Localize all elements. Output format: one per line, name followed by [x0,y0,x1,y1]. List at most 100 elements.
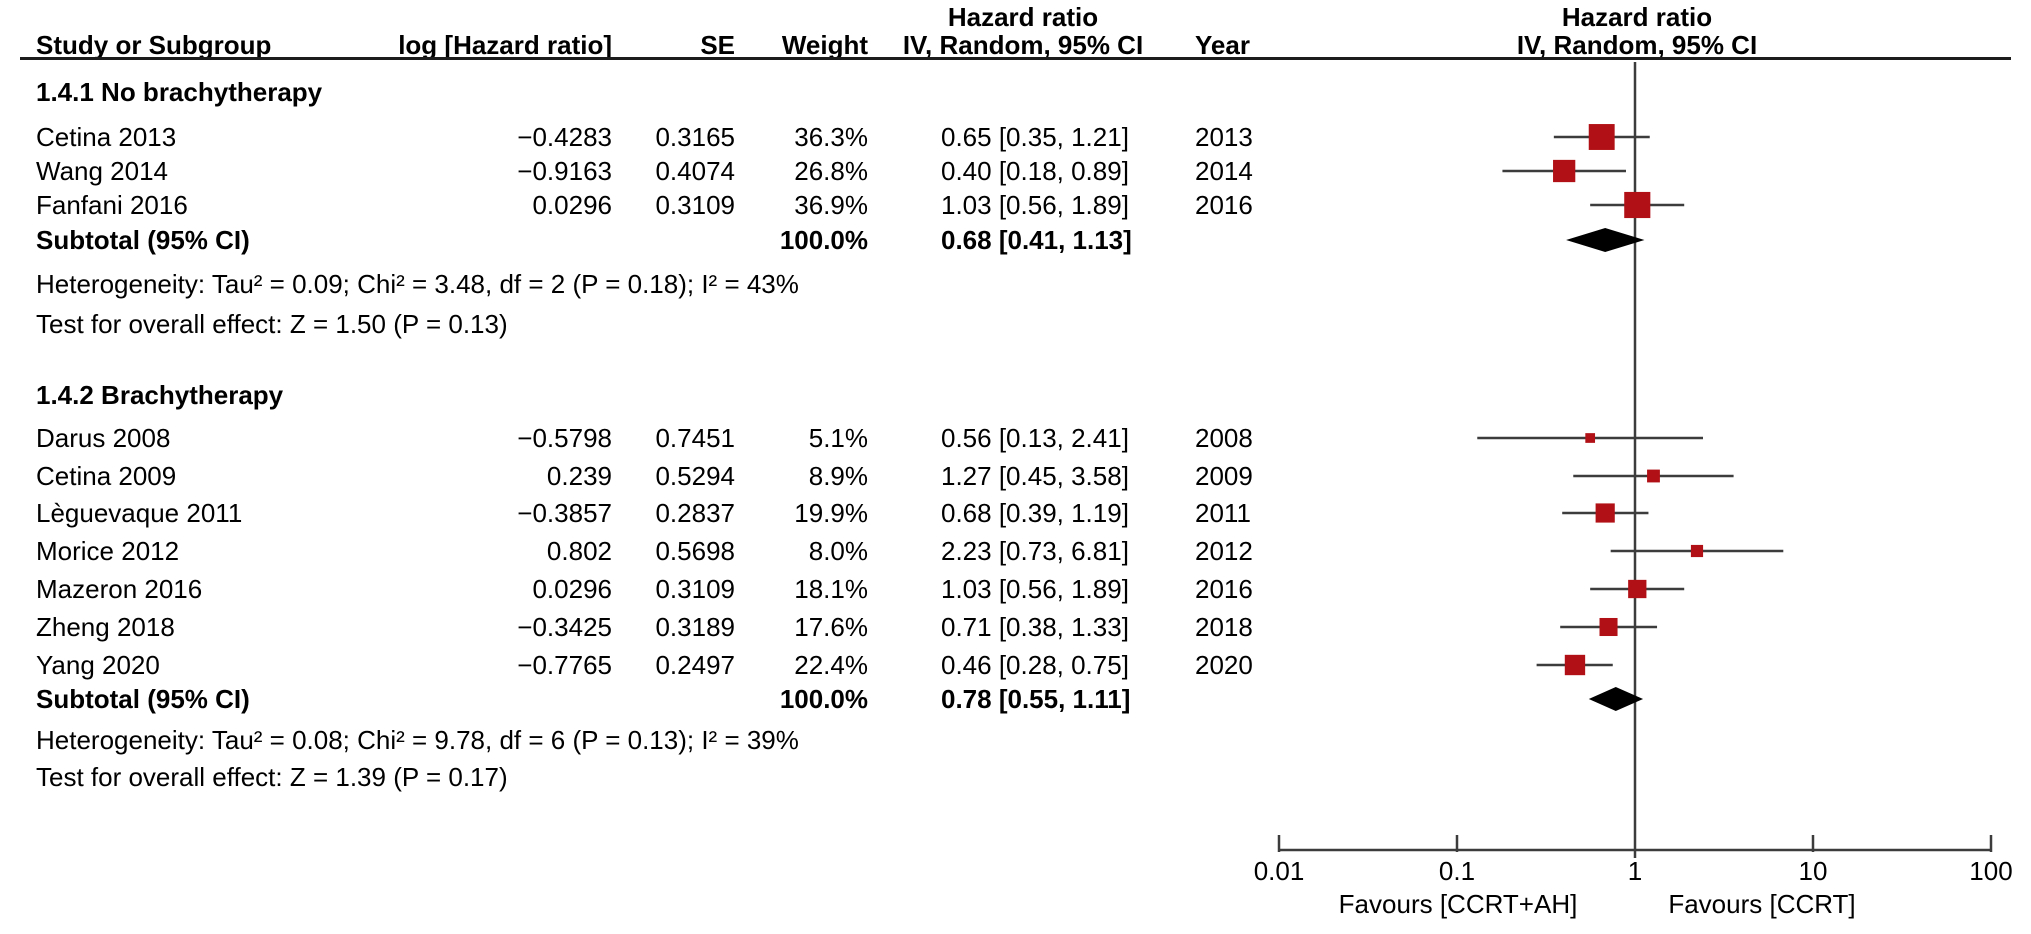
year-cell: 2008 [1195,423,1253,453]
axis-tick-label: 0.01 [1253,856,1305,886]
weight-cell: 8.0% [808,536,868,566]
weight-cell: 18.1% [794,574,868,604]
log-hazard-ratio-cell: −0.3425 [517,612,612,642]
log-hazard-ratio-cell: 0.0296 [532,574,612,604]
subgroup-title: 1.4.2 Brachytherapy [0,378,2031,412]
study-row: Darus 2008 −0.5798 0.7451 5.1% 0.56 [0.1… [0,421,2031,455]
log-hazard-ratio-cell: −0.9163 [517,156,612,186]
study-name-cell: Zheng 2018 [36,612,175,642]
year-cell: 2014 [1195,156,1253,186]
hazard-ratio-ci-cell: 1.03 [0.56, 1.89] [941,190,1129,220]
hazard-ratio-ci-cell: 1.03 [0.56, 1.89] [941,574,1129,604]
se-cell: 0.4074 [655,156,735,186]
weight-cell: 17.6% [794,612,868,642]
se-cell: 0.5698 [655,536,735,566]
heterogeneity-line: Heterogeneity: Tau² = 0.09; Chi² = 3.48,… [0,267,2031,301]
hazard-ratio-ci-cell: 0.40 [0.18, 0.89] [941,156,1129,186]
subtotal-label: Subtotal (95% CI) [36,225,250,255]
hazard-ratio-ci-cell: 0.71 [0.38, 1.33] [941,612,1129,642]
log-hazard-ratio-cell: −0.5798 [517,423,612,453]
hazard-ratio-ci-cell: 0.65 [0.35, 1.21] [941,122,1129,152]
log-hazard-ratio-cell: −0.3857 [517,498,612,528]
overall-effect-text: Test for overall effect: Z = 1.50 (P = 0… [36,309,508,339]
se-cell: 0.3189 [655,612,735,642]
hazard-ratio-ci-cell: 2.23 [0.73, 6.81] [941,536,1129,566]
subtotal-label: Subtotal (95% CI) [36,684,250,714]
overall-effect-line: Test for overall effect: Z = 1.50 (P = 0… [0,307,2031,341]
study-row: Lèguevaque 2011 −0.3857 0.2837 19.9% 0.6… [0,496,2031,530]
column-header-se: SE [700,30,735,60]
study-name-cell: Wang 2014 [36,156,169,186]
study-row: Mazeron 2016 0.0296 0.3109 18.1% 1.03 [0… [0,572,2031,606]
year-cell: 2012 [1195,536,1253,566]
hazard-ratio-ci-cell: 1.27 [0.45, 3.58] [941,461,1129,491]
column-header-iv-random: IV, Random, 95% CI [902,30,1144,60]
weight-cell: 19.9% [794,498,868,528]
column-header-hazard-ratio: Hazard ratio [947,2,1099,32]
study-name-cell: Darus 2008 [36,423,171,453]
column-header-year: Year [1195,30,1250,60]
favours-right-label: Favours [CCRT] [1668,889,1856,919]
subgroup-title-label: 1.4.1 No brachytherapy [36,77,323,107]
study-name-cell: Morice 2012 [36,536,180,566]
axis-tick-label: 10 [1798,856,1828,886]
subtotal-weight: 100.0% [779,684,868,714]
heterogeneity-text: Heterogeneity: Tau² = 0.08; Chi² = 9.78,… [36,725,799,755]
se-cell: 0.7451 [655,423,735,453]
se-cell: 0.3165 [655,122,735,152]
subtotal-ci: 0.68 [0.41, 1.13] [941,225,1132,255]
study-name-cell: Fanfani 2016 [36,190,188,220]
study-name-cell: Cetina 2013 [36,122,177,152]
weight-cell: 5.1% [808,423,868,453]
study-row: Fanfani 2016 0.0296 0.3109 36.9% 1.03 [0… [0,188,2031,222]
subtotal-row: Subtotal (95% CI) 100.0% 0.78 [0.55, 1.1… [0,682,2031,716]
favours-left-label: Favours [CCRT+AH] [1338,889,1578,919]
subgroup-title-label: 1.4.2 Brachytherapy [36,380,284,410]
weight-cell: 26.8% [794,156,868,186]
weight-cell: 22.4% [794,650,868,680]
study-row: Wang 2014 −0.9163 0.4074 26.8% 0.40 [0.1… [0,154,2031,188]
overall-effect-text: Test for overall effect: Z = 1.39 (P = 0… [36,762,508,792]
weight-cell: 8.9% [808,461,868,491]
heterogeneity-text: Heterogeneity: Tau² = 0.09; Chi² = 3.48,… [36,269,799,299]
weight-cell: 36.3% [794,122,868,152]
year-cell: 2013 [1195,122,1253,152]
axis-tick-label: 100 [1969,856,2013,886]
study-name-cell: Mazeron 2016 [36,574,203,604]
subtotal-row: Subtotal (95% CI) 100.0% 0.68 [0.41, 1.1… [0,223,2031,257]
header-row-1: Hazard ratio Hazard ratio [0,2,2031,32]
study-row: Cetina 2013 −0.4283 0.3165 36.3% 0.65 [0… [0,120,2031,154]
subtotal-weight: 100.0% [779,225,868,255]
year-cell: 2018 [1195,612,1253,642]
year-cell: 2020 [1195,650,1253,680]
se-cell: 0.3109 [655,190,735,220]
study-name-cell: Cetina 2009 [36,461,177,491]
year-cell: 2011 [1195,498,1251,528]
subtotal-ci: 0.78 [0.55, 1.11] [941,684,1131,714]
se-cell: 0.5294 [655,461,735,491]
plot-header-iv-random: IV, Random, 95% CI [1516,30,1758,60]
log-hazard-ratio-cell: 0.802 [546,536,612,566]
study-name-cell: Yang 2020 [36,650,160,680]
study-name-cell: Lèguevaque 2011 [36,498,243,528]
axis-tick-label: 0.1 [1438,856,1476,886]
se-cell: 0.2497 [655,650,735,680]
overall-effect-line: Test for overall effect: Z = 1.39 (P = 0… [0,760,2031,794]
column-header-weight: Weight [781,30,868,60]
header-row-2: Study or Subgroup log [Hazard ratio] SE … [0,30,2031,60]
log-hazard-ratio-cell: 0.239 [546,461,612,491]
heterogeneity-line: Heterogeneity: Tau² = 0.08; Chi² = 9.78,… [0,723,2031,757]
study-row: Yang 2020 −0.7765 0.2497 22.4% 0.46 [0.2… [0,648,2031,682]
study-row: Morice 2012 0.802 0.5698 8.0% 2.23 [0.73… [0,534,2031,568]
year-cell: 2016 [1195,574,1253,604]
header-divider [20,57,2011,60]
subgroup-title: 1.4.1 No brachytherapy [0,75,2031,109]
se-cell: 0.3109 [655,574,735,604]
axis-tick-label: 1 [1627,856,1643,886]
hazard-ratio-ci-cell: 0.68 [0.39, 1.19] [941,498,1129,528]
plot-header-hazard-ratio: Hazard ratio [1561,2,1713,32]
log-hazard-ratio-cell: −0.4283 [517,122,612,152]
study-row: Cetina 2009 0.239 0.5294 8.9% 1.27 [0.45… [0,459,2031,493]
column-header-study: Study or Subgroup [36,30,272,60]
